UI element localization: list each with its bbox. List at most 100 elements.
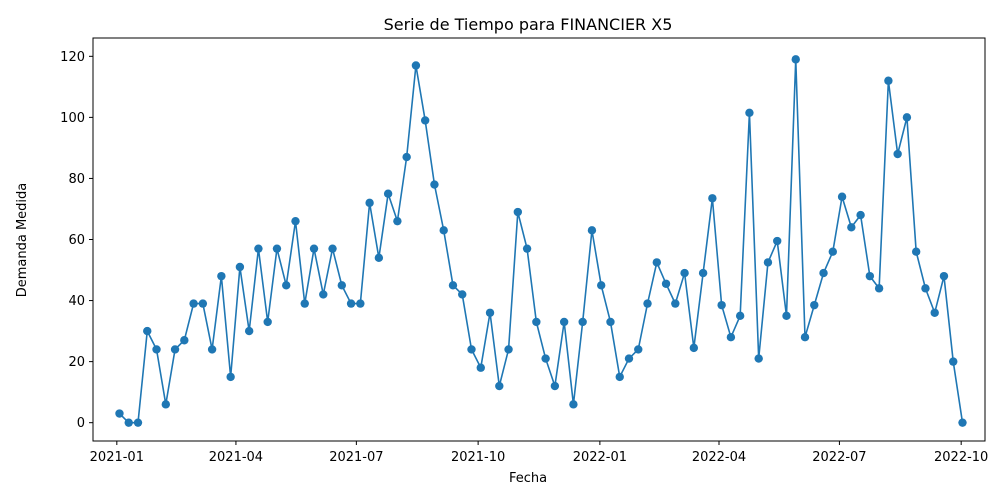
data-point (115, 409, 124, 418)
data-point (439, 226, 448, 235)
data-point (393, 216, 402, 226)
data-point (495, 381, 504, 391)
data-point (217, 271, 226, 281)
data-point (680, 268, 689, 278)
data-point (949, 357, 958, 366)
y-tick-label: 120 (60, 50, 85, 65)
data-point (856, 210, 865, 220)
data-point (939, 271, 949, 281)
data-point (828, 247, 837, 256)
data-point (652, 258, 661, 267)
data-point (550, 381, 560, 391)
data-point (198, 299, 208, 308)
data-point (624, 354, 634, 363)
data-point (884, 76, 893, 85)
data-point (606, 317, 615, 327)
data-point (513, 207, 523, 217)
data-point (374, 253, 384, 263)
data-point (810, 300, 819, 310)
data-point (235, 262, 245, 272)
data-point (782, 311, 791, 321)
data-point (791, 55, 800, 64)
data-point (671, 299, 680, 308)
data-point (430, 180, 439, 189)
data-point (689, 343, 699, 353)
data-point (643, 299, 652, 308)
data-point (411, 61, 421, 70)
data-point (300, 299, 309, 308)
data-point (282, 281, 291, 290)
data-point (522, 244, 532, 253)
y-axis-ticks: 0 20 40 60 80 100 120 (60, 50, 93, 431)
x-axis-label: Fecha (509, 471, 547, 486)
data-point (291, 216, 300, 226)
x-tick-label: 2022-07 (812, 450, 866, 465)
data-point (735, 311, 745, 321)
data-point (698, 268, 708, 278)
data-point (634, 345, 643, 354)
data-point (800, 333, 810, 342)
data-point (207, 345, 217, 354)
data-point (476, 363, 485, 372)
data-point (402, 152, 411, 162)
data-point (597, 281, 606, 290)
x-tick-label: 2021-07 (329, 450, 383, 465)
data-point (532, 317, 541, 327)
data-point (263, 317, 272, 327)
y-tick-label: 20 (68, 355, 85, 370)
y-tick-label: 60 (68, 233, 85, 248)
data-point (847, 223, 856, 232)
data-point (458, 290, 467, 299)
data-point (448, 281, 458, 290)
data-point (309, 244, 319, 253)
data-point (356, 299, 365, 308)
data-point (958, 418, 967, 427)
data-point (485, 308, 495, 317)
data-point (254, 244, 263, 253)
data-point (180, 336, 189, 345)
data-point (124, 418, 133, 427)
data-point (161, 400, 170, 409)
data-point (754, 354, 763, 363)
data-point (893, 149, 902, 159)
data-point (328, 244, 337, 253)
data-point (569, 400, 578, 409)
data-point (661, 279, 671, 288)
data-point (143, 326, 152, 336)
y-axis-label: Demanda Medida (15, 183, 30, 298)
data-point (133, 418, 143, 427)
data-point (717, 300, 726, 310)
x-tick-label: 2022-01 (573, 450, 627, 465)
data-point (337, 281, 347, 290)
plot-area (115, 55, 967, 427)
data-point (383, 189, 393, 198)
data-point (189, 299, 198, 308)
x-tick-label: 2021-01 (90, 450, 144, 465)
x-tick-label: 2022-10 (934, 450, 988, 465)
data-point (319, 290, 328, 299)
data-point (745, 108, 754, 118)
data-point (467, 345, 476, 354)
data-point (272, 244, 282, 253)
data-point (226, 372, 235, 382)
data-point (346, 299, 356, 308)
data-point (365, 198, 374, 208)
data-point (874, 284, 884, 293)
data-point (587, 226, 597, 235)
data-point (578, 317, 587, 327)
data-point (726, 333, 736, 342)
x-axis-ticks: 2021-01 2021-04 2021-07 2021-10 2022-01 2022-… (90, 441, 988, 465)
y-tick-label: 80 (68, 172, 85, 187)
data-point (420, 116, 430, 125)
data-point (902, 113, 912, 122)
chart-title: Serie de Tiempo para FINANCIER X5 (384, 15, 673, 34)
x-tick-label: 2021-10 (451, 450, 505, 465)
data-point (708, 194, 717, 203)
data-point (170, 345, 180, 354)
data-point (837, 192, 847, 201)
data-point (541, 354, 550, 363)
data-point (504, 345, 513, 354)
y-tick-label: 100 (60, 111, 85, 126)
